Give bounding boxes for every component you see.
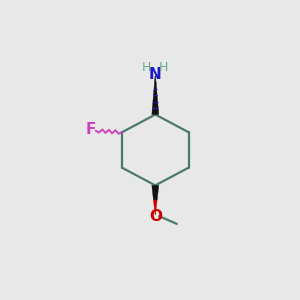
Polygon shape: [152, 76, 159, 115]
Text: N: N: [149, 67, 162, 82]
Text: F: F: [86, 122, 96, 137]
Text: H: H: [142, 61, 152, 74]
Polygon shape: [152, 185, 159, 200]
Text: H: H: [159, 61, 168, 74]
Text: O: O: [149, 209, 162, 224]
Polygon shape: [153, 200, 157, 214]
